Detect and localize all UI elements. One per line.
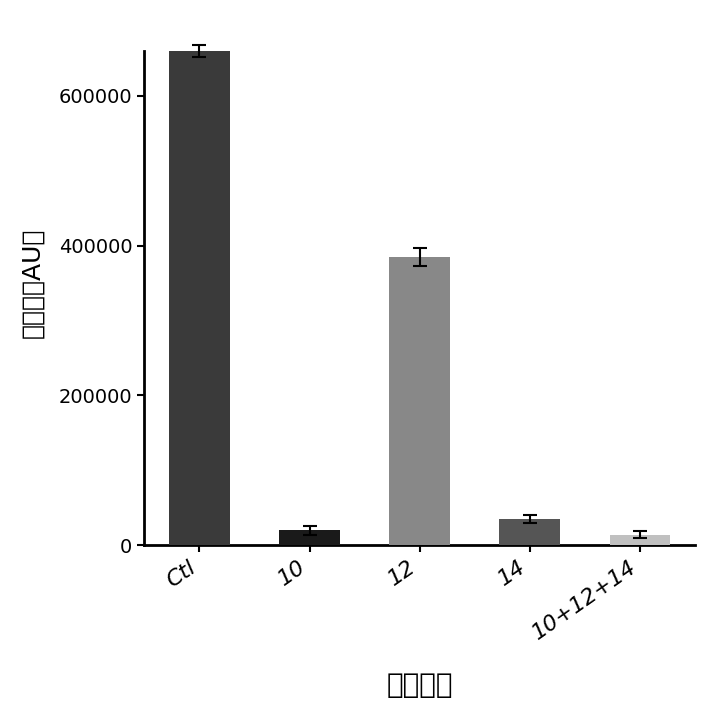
Y-axis label: 荧光値（AU）: 荧光値（AU）	[21, 228, 45, 338]
X-axis label: 错配位点: 错配位点	[387, 671, 453, 699]
Bar	[279, 530, 340, 545]
Bar	[390, 257, 450, 545]
Bar	[500, 519, 560, 545]
Bar	[169, 51, 230, 545]
Bar	[609, 535, 670, 545]
